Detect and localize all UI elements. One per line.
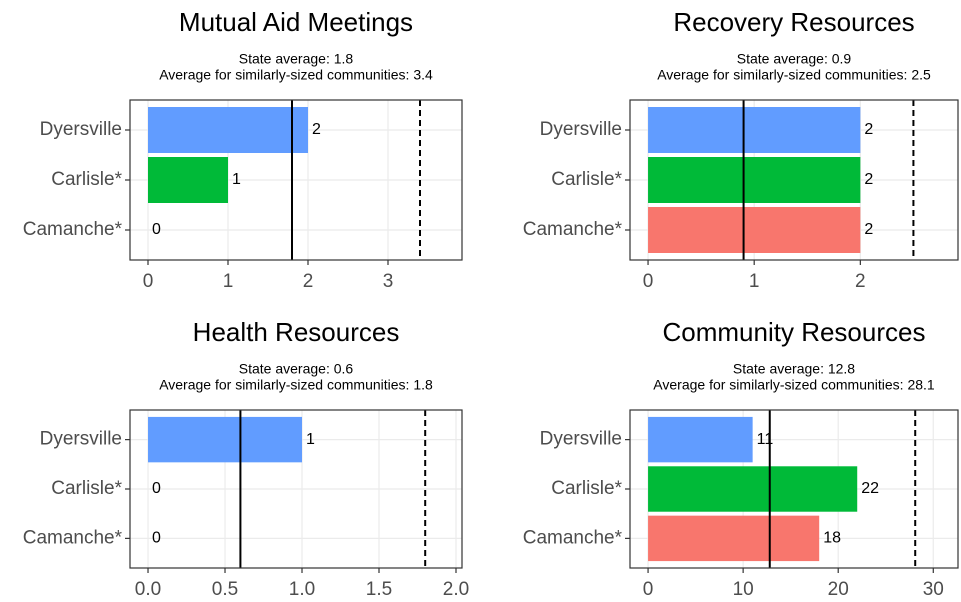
value-label: 0 — [152, 480, 161, 497]
bar — [148, 157, 228, 203]
x-tick-label: 1 — [223, 271, 234, 292]
x-tick-label: 0 — [643, 579, 654, 600]
x-tick-label: 0.5 — [212, 579, 238, 600]
category-label: Camanche* — [523, 527, 623, 548]
category-label: Dyersville — [540, 119, 622, 140]
category-label: Camanche* — [23, 219, 123, 240]
subtitle: State average: 0.9 — [737, 51, 852, 67]
bar — [648, 466, 858, 512]
category-label: Carlisle* — [551, 169, 622, 190]
value-label: 2 — [864, 171, 873, 188]
value-label: 2 — [864, 121, 873, 138]
chart-title: Mutual Aid Meetings — [179, 7, 413, 37]
chart-title: Community Resources — [663, 317, 926, 347]
category-label: Dyersville — [40, 429, 122, 450]
panel-border — [629, 409, 959, 569]
value-label: 1 — [232, 171, 241, 188]
category-label: Carlisle* — [51, 169, 122, 190]
bar — [648, 157, 861, 203]
value-label: 18 — [823, 530, 841, 547]
x-tick-label: 1 — [749, 271, 760, 292]
bar — [148, 107, 308, 153]
value-label: 11 — [757, 431, 774, 448]
category-label: Dyersville — [40, 119, 122, 140]
x-tick-label: 2.0 — [443, 579, 469, 600]
panel-border — [629, 99, 959, 261]
bar — [648, 207, 861, 253]
bar — [648, 107, 861, 153]
subtitle: State average: 12.8 — [733, 361, 855, 377]
value-label: 2 — [864, 221, 873, 238]
category-label: Carlisle* — [51, 478, 122, 499]
x-tick-label: 20 — [828, 579, 849, 600]
value-label: 22 — [861, 480, 879, 497]
category-label: Carlisle* — [551, 478, 622, 499]
panel-border — [129, 409, 463, 569]
x-tick-label: 0 — [643, 271, 654, 292]
value-label: 0 — [152, 221, 161, 238]
x-tick-label: 0.0 — [135, 579, 161, 600]
category-label: Camanche* — [523, 219, 623, 240]
category-label: Camanche* — [23, 527, 123, 548]
subtitle: State average: 1.8 — [239, 51, 354, 67]
chart-title: Health Resources — [193, 317, 400, 347]
subtitle: Average for similarly-sized communities:… — [657, 67, 931, 83]
value-label: 2 — [312, 121, 321, 138]
x-tick-label: 30 — [923, 579, 944, 600]
category-label: Dyersville — [540, 429, 622, 450]
bar — [648, 416, 753, 463]
x-tick-label: 2 — [855, 271, 866, 292]
bar — [148, 416, 303, 463]
chart-title: Recovery Resources — [673, 7, 914, 37]
subtitle: Average for similarly-sized communities:… — [159, 377, 433, 393]
x-tick-label: 2 — [303, 271, 314, 292]
bar — [648, 515, 820, 562]
x-tick-label: 0 — [143, 271, 154, 292]
value-label: 1 — [306, 431, 315, 448]
x-tick-label: 1.5 — [366, 579, 392, 600]
x-tick-label: 10 — [733, 579, 754, 600]
subtitle: Average for similarly-sized communities:… — [159, 67, 433, 83]
panel-border — [129, 99, 463, 261]
subtitle: Average for similarly-sized communities:… — [653, 377, 935, 393]
x-tick-label: 1.0 — [289, 579, 315, 600]
value-label: 0 — [152, 530, 161, 547]
x-tick-label: 3 — [383, 271, 394, 292]
subtitle: State average: 0.6 — [239, 361, 354, 377]
